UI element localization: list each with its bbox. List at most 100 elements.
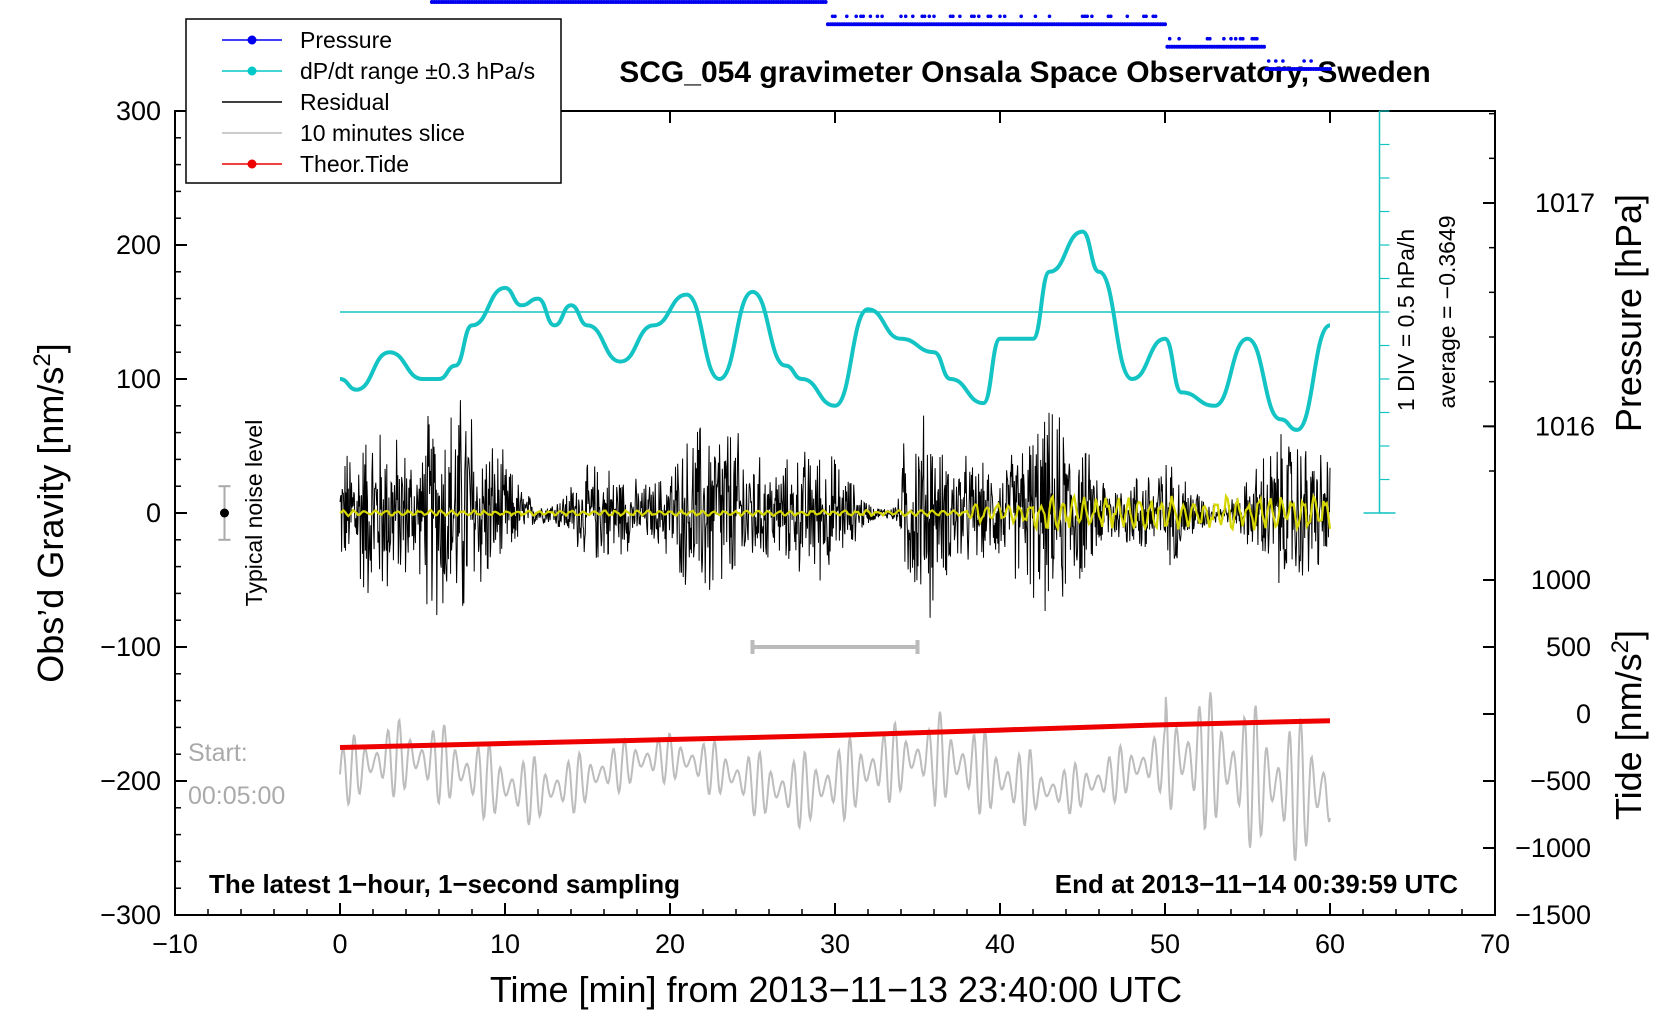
pressure-point [1085,14,1089,19]
pressure-point [958,14,962,19]
pressure-point [1309,59,1313,63]
tide-tick-label: −500 [1530,766,1591,796]
legend-label: dP/dt range ±0.3 hPa/s [300,58,535,84]
legend-label: Theor.Tide [300,151,409,177]
y-axis-ticks: −300 −200 −100 0 100 200 300 [100,96,187,930]
pressure-point [1281,59,1285,63]
x-tick-label: 40 [985,929,1015,959]
theor-tide-series [339,718,1331,750]
pressure-point [903,14,908,19]
legend-label: Pressure [300,27,392,53]
pressure-axis-title: Pressure [hPa] [1608,194,1649,432]
start-label: Start: [188,739,248,767]
typical-noise-indicator [218,485,231,541]
pressure-point [1163,22,1167,27]
pressure-point [833,14,837,19]
x-tick-label: 30 [820,929,850,959]
footer-right-note: End at 2013−11−14 00:39:59 UTC [1055,869,1458,899]
pressure-tick-label: 1017 [1535,188,1595,218]
footer-left-note: The latest 1−hour, 1−second sampling [209,869,680,899]
pressure-point [1002,14,1007,19]
y-tick-label: −100 [100,632,161,662]
x-tick-label: 50 [1150,929,1180,959]
tide-tick-label: 500 [1546,632,1591,662]
noise-center-dot [220,508,229,518]
x-tick-label: 10 [490,929,520,959]
pressure-point [1167,36,1172,41]
y-tick-label: −300 [100,900,161,930]
pressure-point [998,14,1002,19]
pressure-point [875,14,880,19]
legend-label: 10 minutes slice [300,120,465,146]
pressure-point [1229,36,1233,41]
pressure-point [1274,59,1278,63]
pressure-point [1222,36,1226,41]
x-axis-ticks: −10 0 10 20 30 40 50 60 70 [152,111,1510,959]
pressure-point [845,14,849,19]
pressure-point [1255,36,1259,41]
y-tick-label: 100 [116,364,161,394]
y-axis-title-main: Obs’d Gravity [nm/s [30,367,71,683]
pressure-point [861,14,866,19]
tide-tick-label: 0 [1576,699,1591,729]
chart-title: SCG_054 gravimeter Onsala Space Observat… [619,56,1431,89]
pressure-point [880,14,884,19]
x-tick-label: 20 [655,929,685,959]
pressure-point [1109,14,1113,19]
pressure-point [823,0,828,4]
dpdt-scale-bar [340,110,1396,514]
pressure-point [868,14,873,19]
pressure-series [429,0,1332,71]
slice-range-bracket [750,640,920,654]
pressure-point [854,14,858,19]
x-tick-label: 70 [1480,929,1510,959]
tide-tick-label: −1000 [1515,833,1591,863]
pressure-point [911,14,915,19]
tide-axis-ticks: −1500 −1000 −500 0 500 1000 [1483,565,1591,930]
x-tick-label: 0 [332,929,347,959]
dpdt-scale-label: 1 DIV = 0.5 hPa/h [1393,229,1419,411]
pressure-point [1033,14,1038,19]
legend-label: Residual [300,89,390,115]
pressure-point [1019,14,1023,19]
tide-axis-title: Tide [nm/s2] [1607,630,1650,820]
start-time: 00:05:00 [188,782,285,810]
filtered-residual-series [339,492,1332,533]
pressure-point [927,14,932,19]
pressure-tick-label: 1016 [1535,411,1595,441]
pressure-point [1047,14,1052,19]
x-tick-label: −10 [152,929,198,959]
pressure-point [899,14,903,19]
y-tick-label: 0 [146,498,161,528]
tide-axis-title-main: Tide [nm/s [1608,653,1649,820]
legend: Pressure dP/dt range ±0.3 hPa/s Residual 10… [185,18,562,184]
ten-minute-slice-series [339,692,1331,861]
y-tick-label: 300 [116,96,161,126]
tide-tick-label: 1000 [1531,565,1591,595]
tide-axis-title-close: ] [1608,630,1649,640]
y-axis-title-close: ] [30,343,71,353]
tide-line [339,718,1331,750]
dpdt-average-label: average = −0.3649 [1434,215,1460,408]
pressure-point [922,14,927,19]
pressure-axis-ticks: 101610171018 [1483,112,1595,472]
pressure-point [1177,36,1181,41]
pressure-point [1262,44,1266,49]
pressure-point [1328,67,1332,71]
tide-axis-title-sup: 2 [1607,640,1634,653]
dpdt-line [339,229,1331,432]
pressure-point [1153,14,1158,19]
pressure-point [932,14,936,19]
pressure-point [988,14,993,19]
pressure-point [951,14,955,19]
legend-marker [247,66,257,76]
noise-label: Typical noise level [241,420,267,607]
pressure-point [1266,59,1271,63]
x-axis-title: Time [min] from 2013−11−13 23:40:00 UTC [490,969,1182,1010]
pressure-point [1125,14,1130,19]
pressure-point [1144,14,1148,19]
pressure-point [1241,36,1245,41]
slice-line [339,692,1331,861]
legend-marker [247,35,257,45]
